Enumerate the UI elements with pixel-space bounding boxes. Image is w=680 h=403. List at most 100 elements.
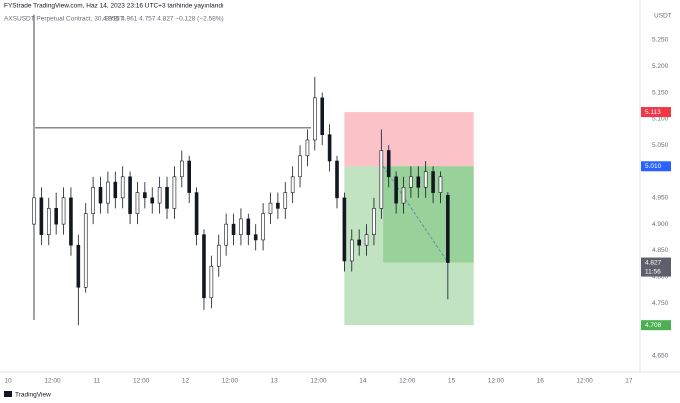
candle	[261, 203, 265, 251]
candle	[357, 229, 361, 256]
candle-body	[364, 234, 369, 246]
candle	[32, 14, 36, 320]
candle	[401, 176, 406, 214]
candle	[39, 187, 44, 246]
candle	[187, 155, 191, 204]
candle-body	[180, 160, 184, 178]
y-tick-label: 5.050	[652, 142, 669, 149]
candle	[209, 255, 214, 309]
ohlc: 4.955 4.961 4.757 4.827 −0.128 (−2.58%)	[103, 16, 224, 23]
candle	[83, 203, 88, 293]
symbol: AXSUSDT Perpetual Contract, 30, BYBIT	[4, 16, 124, 23]
entry-label: 5.010	[645, 163, 662, 170]
candle-body	[39, 197, 44, 235]
target-label-box	[641, 320, 671, 331]
candle-body	[349, 239, 354, 262]
candle	[113, 171, 118, 209]
candle	[143, 182, 147, 209]
x-tick-label: 17	[625, 378, 633, 385]
logo	[4, 391, 12, 397]
candle	[446, 192, 450, 300]
candle	[364, 224, 369, 256]
x-tick-label: 12:00	[399, 378, 416, 385]
candle-body	[128, 176, 132, 214]
candle-body	[423, 171, 428, 188]
candle-body	[438, 176, 443, 193]
candle-body	[298, 155, 302, 178]
candle	[54, 192, 58, 235]
candle	[283, 182, 288, 219]
x-tick-label: 12:00	[576, 378, 593, 385]
candle-body	[106, 181, 110, 204]
candle	[386, 145, 391, 188]
candle-body	[409, 176, 413, 188]
x-tick-label: 14	[359, 378, 367, 385]
last-price-label: 4.827	[645, 259, 662, 266]
x-tick-label: 15	[448, 378, 456, 385]
candle	[120, 166, 125, 209]
candle-body	[83, 213, 88, 288]
trade-path	[382, 166, 449, 263]
candle	[224, 213, 228, 256]
candle	[416, 166, 421, 198]
x-tick-label: 12:00	[44, 378, 61, 385]
y-tick-label: 4.750	[652, 300, 669, 307]
x-tick-label: 12	[182, 378, 190, 385]
open-profit-zone	[383, 166, 474, 263]
candle-body	[342, 197, 347, 262]
candle-body	[135, 192, 140, 214]
candle-body	[54, 208, 58, 225]
candle	[298, 145, 302, 188]
candle	[165, 176, 169, 219]
candle-body	[357, 239, 361, 246]
candle	[239, 208, 243, 246]
candle-body	[69, 197, 73, 246]
candle-body	[91, 187, 95, 214]
candle	[135, 182, 140, 225]
candle-body	[327, 134, 332, 162]
candle-body	[386, 150, 391, 178]
candle	[231, 213, 236, 246]
candle	[46, 197, 51, 246]
y-tick-label: 5.200	[652, 63, 669, 70]
y-tick-label: 4.950	[652, 195, 669, 202]
candle	[106, 171, 110, 214]
y-tick-label: 5.150	[652, 89, 669, 96]
y-tick-label: 4.900	[652, 221, 669, 228]
y-tick-label: 5.250	[652, 37, 669, 44]
candle	[276, 192, 280, 219]
y-tick-label: 4.800	[652, 273, 669, 280]
candle-body	[224, 223, 228, 246]
stop-label-box	[641, 107, 671, 118]
x-tick-label: 12:00	[222, 378, 239, 385]
candle	[253, 224, 258, 251]
candle-body	[320, 97, 325, 136]
candle	[423, 161, 428, 198]
candle	[128, 171, 132, 225]
candle-body	[76, 244, 81, 288]
candle-body	[143, 192, 147, 199]
candle-body	[209, 265, 214, 299]
candle-body	[416, 176, 421, 188]
candle-body	[187, 160, 191, 193]
candle	[98, 176, 103, 214]
x-tick-label: 12:00	[133, 378, 150, 385]
stop-label: 5.113	[645, 109, 661, 116]
target-label: 4.708	[645, 322, 662, 329]
candle-body	[98, 187, 103, 204]
x-tick-label: 16	[537, 378, 545, 385]
candle-body	[268, 202, 273, 214]
y-tick-label: 4.650	[652, 352, 669, 359]
candle-body	[283, 192, 288, 209]
candle	[172, 166, 177, 219]
candle-body	[120, 176, 125, 199]
candle	[194, 187, 199, 246]
candle	[157, 176, 162, 214]
candle	[246, 213, 251, 246]
publisher: FYStrade TradingView.com, Haz 14, 2023 2…	[4, 3, 224, 10]
candle	[394, 171, 398, 214]
candle	[320, 92, 325, 146]
candle-body	[372, 208, 376, 235]
candle	[431, 166, 435, 204]
